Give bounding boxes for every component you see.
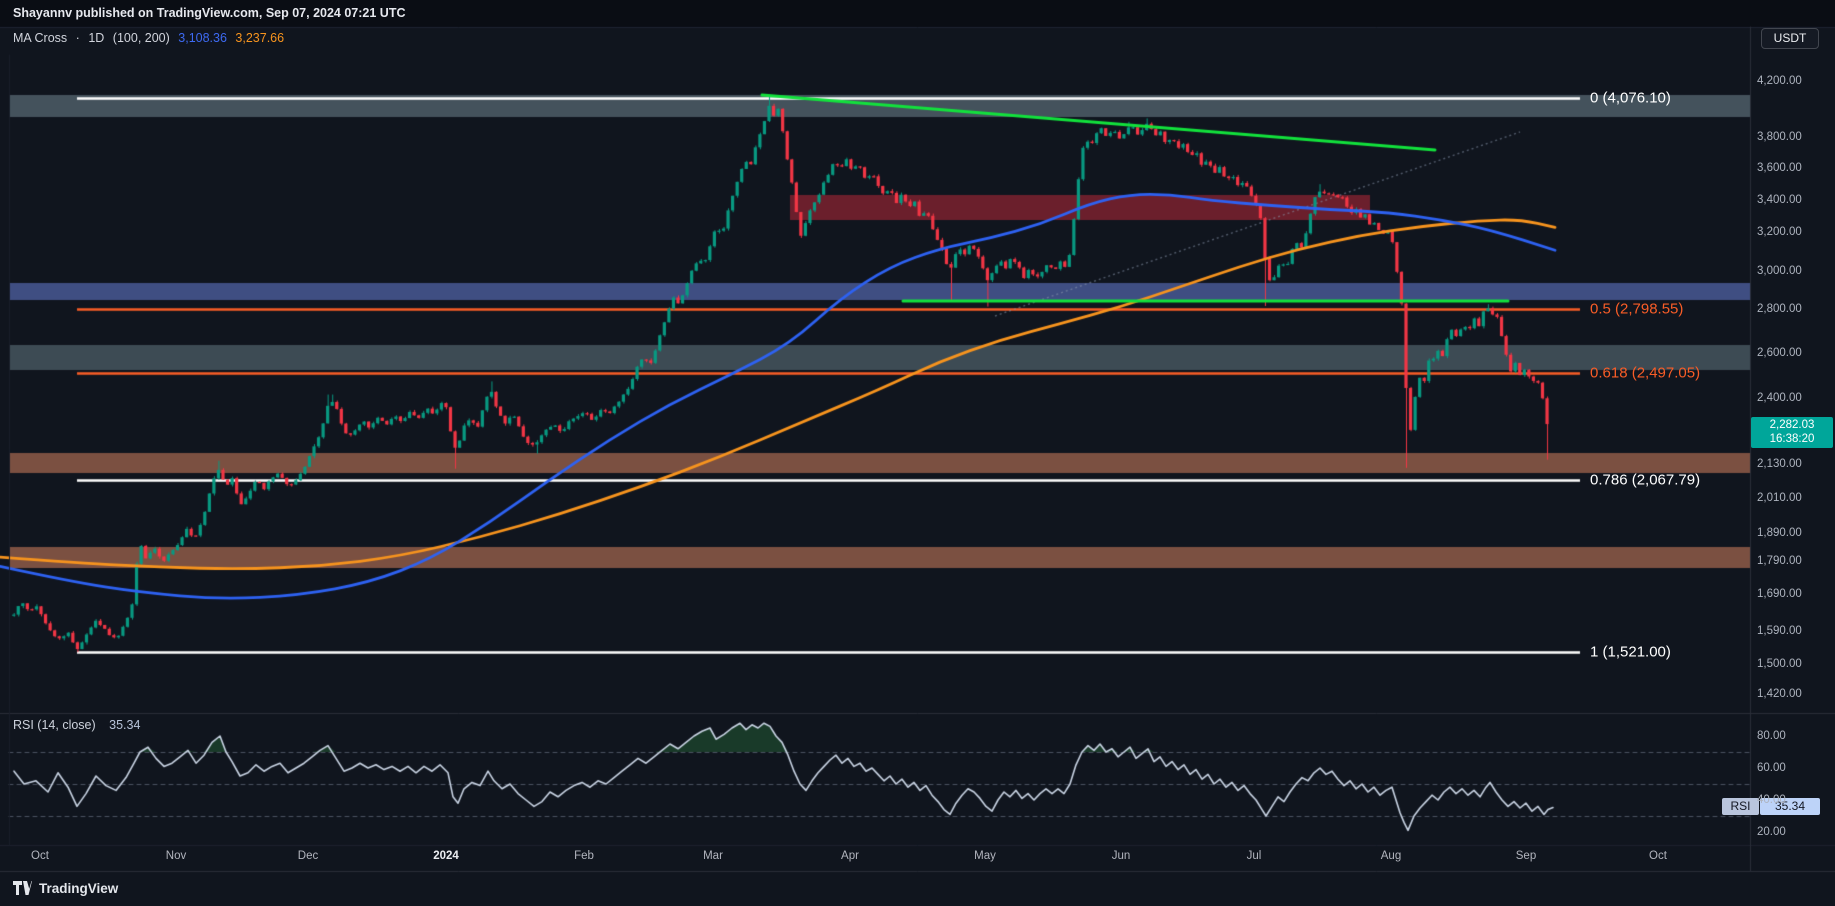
price-tick-label: 2,130.00 [1757, 458, 1802, 470]
price-tick-label: 3,400.00 [1757, 194, 1802, 206]
price-tick-label: 3,800.00 [1757, 131, 1802, 143]
time-tick-label: Apr [841, 850, 859, 862]
rsi-legend-value: 35.34 [109, 718, 141, 732]
rsi-scale-chip: RSI [1722, 798, 1759, 815]
time-tick-label: Oct [1649, 850, 1667, 862]
time-tick-label: 2024 [433, 850, 459, 862]
price-tick-label: 2,010.00 [1757, 492, 1802, 504]
time-tick-label: Dec [297, 850, 319, 862]
indicator-title[interactable]: MA Cross [13, 31, 68, 45]
rsi-value-chip: 35.34 [1760, 798, 1820, 815]
legend-params: (100, 200) [112, 31, 170, 45]
time-tick-label: Mar [703, 850, 723, 862]
time-tick-label: Oct [31, 850, 49, 862]
rsi-tick-label: 40.00 [1757, 794, 1786, 806]
rsi-tick-label: 60.00 [1757, 762, 1786, 774]
tradingview-logo-icon [13, 881, 32, 895]
rsi-tick-label: 80.00 [1757, 730, 1786, 742]
fib-level-label: 0.5 (2,798.55) [1590, 300, 1684, 318]
price-tick-label: 1,420.00 [1757, 688, 1802, 700]
time-tick-label: Aug [1380, 850, 1402, 862]
price-tick-label: 1,500.00 [1757, 658, 1802, 670]
price-tick-label: 3,200.00 [1757, 226, 1802, 238]
price-tick-label: 2,400.00 [1757, 392, 1802, 404]
fib-level-label: 1 (1,521.00) [1590, 643, 1671, 661]
indicator-legend[interactable]: MA Cross · 1D (100, 200) 3,108.36 3,237.… [13, 31, 289, 45]
rsi-legend-title[interactable]: RSI (14, close) [13, 718, 96, 732]
time-tick-label: May [974, 850, 996, 862]
price-tick-label: 3,000.00 [1757, 265, 1802, 277]
price-tick-label: 2,600.00 [1757, 347, 1802, 359]
time-tick-label: Feb [574, 850, 594, 862]
time-tick-label: Nov [165, 850, 187, 862]
rsi-legend[interactable]: RSI (14, close) 35.34 [13, 718, 140, 732]
ma-slow-value: 3,237.66 [235, 31, 285, 45]
ma-fast-value: 3,108.36 [178, 31, 227, 45]
price-tick-label: 1,790.00 [1757, 555, 1802, 567]
price-tick-label: 1,590.00 [1757, 625, 1802, 637]
price-tick-label: 1,890.00 [1757, 527, 1802, 539]
price-tick-label: 2,800.00 [1757, 303, 1802, 315]
last-price-badge: 2,282.03 16:38:20 [1751, 417, 1833, 448]
last-price-value: 2,282.03 [1769, 419, 1815, 431]
time-tick-label: Sep [1515, 850, 1537, 862]
fib-level-label: 0 (4,076.10) [1590, 89, 1671, 107]
footer-brand-text: TradingView [39, 881, 119, 896]
fib-level-label: 0.618 (2,497.05) [1590, 364, 1701, 382]
currency-badge[interactable]: USDT [1761, 28, 1819, 49]
price-tick-label: 4,200.00 [1757, 75, 1802, 87]
legend-separator: · [75, 31, 80, 45]
time-tick-label: Jun [1111, 850, 1131, 862]
fib-level-label: 0.786 (2,067.79) [1590, 471, 1701, 488]
footer-brand[interactable]: TradingView [13, 881, 118, 896]
price-tick-label: 3,600.00 [1757, 162, 1802, 174]
bar-countdown: 16:38:20 [1769, 432, 1815, 445]
legend-interval: 1D [88, 31, 105, 45]
time-tick-label: Jul [1246, 850, 1262, 862]
price-tick-label: 1,690.00 [1757, 588, 1802, 600]
rsi-tick-label: 20.00 [1757, 826, 1786, 838]
